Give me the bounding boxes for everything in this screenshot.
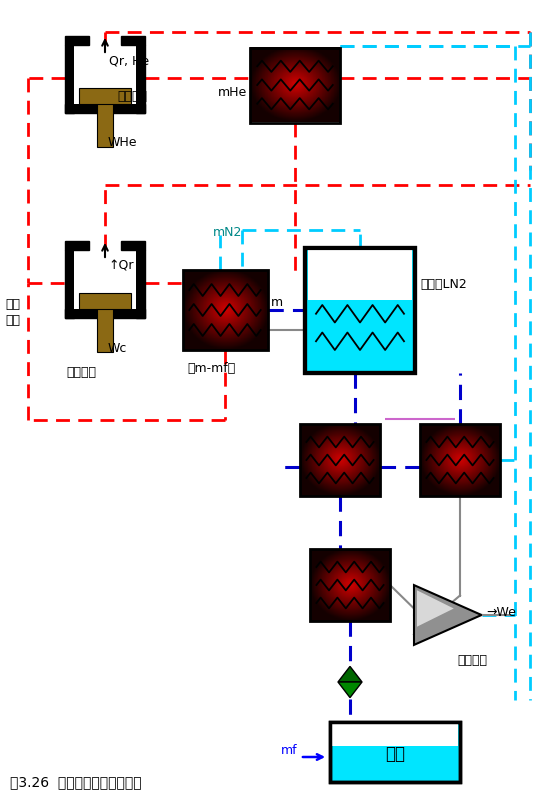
Bar [74,250,136,309]
Bar [65,104,145,113]
Bar [136,45,145,113]
Bar [300,424,380,496]
Bar [97,101,113,147]
Text: 图3.26  氦气制冷的氢液化系统: 图3.26 氦气制冷的氢液化系统 [10,775,142,789]
Text: →We: →We [487,606,516,619]
Bar [121,241,145,250]
Bar [65,309,145,318]
Bar [136,250,145,318]
Polygon shape [414,585,481,645]
Bar [183,270,267,350]
Bar [420,424,500,496]
Text: 主压缩机: 主压缩机 [67,366,97,378]
Text: mN2: mN2 [213,226,243,238]
Bar [330,722,460,782]
Bar [79,88,130,104]
Bar [121,36,145,45]
Text: mHe: mHe [218,86,247,99]
Bar [310,549,390,621]
Polygon shape [338,682,362,698]
Text: Wc: Wc [108,342,128,354]
Text: 液氮槽LN2: 液氮槽LN2 [420,278,467,291]
Text: ↑Qr: ↑Qr [108,259,134,273]
Bar [74,45,136,104]
Bar [65,250,74,318]
Bar [65,36,89,45]
Text: （m-mf）: （m-mf） [188,362,236,374]
Polygon shape [338,666,362,682]
Text: WHe: WHe [108,137,138,150]
Text: 液体: 液体 [385,745,405,763]
Text: m: m [271,295,283,309]
Text: 氦膨胀机: 氦膨胀机 [458,654,487,667]
Bar [305,247,415,373]
Bar [79,293,130,309]
Bar [250,47,340,122]
Polygon shape [417,590,454,626]
Text: 气体: 气体 [5,314,20,326]
Bar [308,250,412,300]
Text: 补充: 补充 [5,298,20,311]
Bar [305,247,415,373]
Bar [332,723,458,746]
Text: mf: mf [280,743,297,757]
Bar [330,722,460,782]
Bar [97,306,113,352]
Text: 氦压缩机: 氦压缩机 [117,90,147,103]
Text: Qr, He: Qr, He [109,54,149,67]
Bar [65,241,89,250]
Bar [65,45,74,113]
